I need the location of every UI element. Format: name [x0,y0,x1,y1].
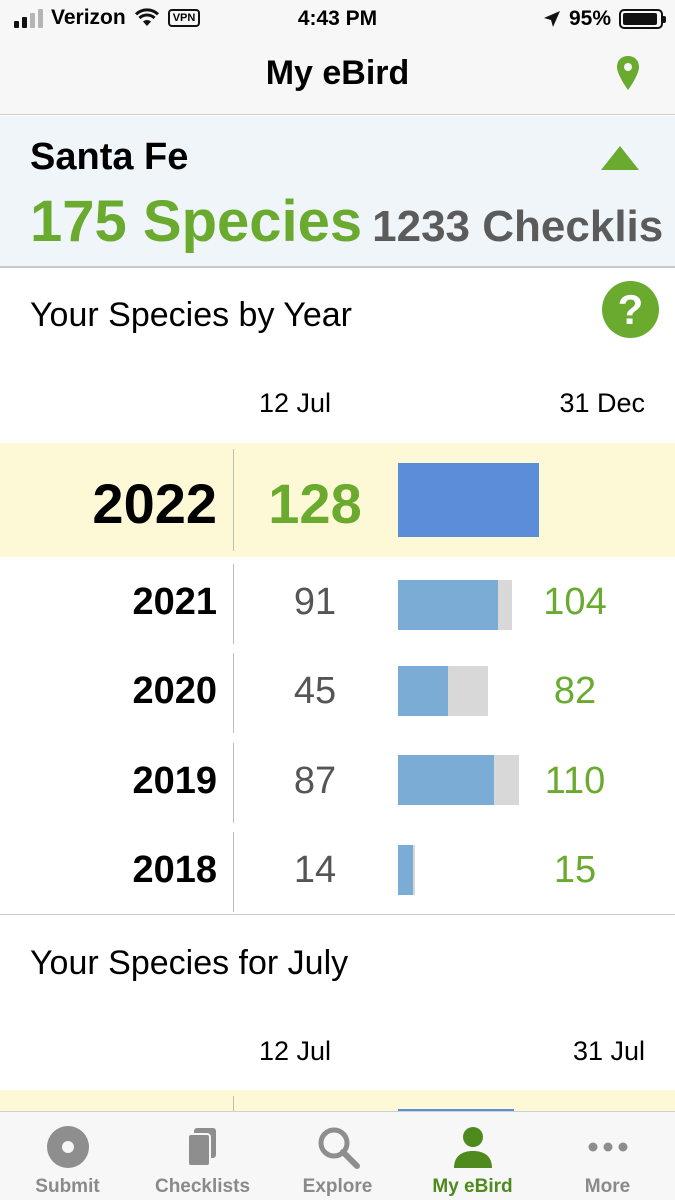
submit-icon [46,1126,89,1168]
wifi-icon [134,8,159,26]
location-name: Santa Fe [30,136,189,178]
checklist-count: 1233 Checklis [372,202,664,251]
checklists-icon [186,1128,216,1167]
column-header-date: 12 Jul [258,388,332,418]
signal-strength-icon [14,8,43,28]
help-button[interactable]: ? [602,281,659,338]
row-divider [233,449,234,551]
tab-label: Checklists [154,1176,251,1197]
status-right: 95% [543,7,666,31]
year-label: 2018 [132,849,217,891]
section-divider [0,914,675,915]
status-bar: Verizon VPN 4:43 PM 95% [0,0,675,40]
year-label: 2022 [92,472,217,535]
bar-to-date [398,580,498,630]
year-total: 110 [544,760,606,802]
location-header[interactable]: Santa Fe 175 Species 1233 Checklis [0,116,675,268]
year-label: 2020 [132,670,217,712]
row-divider [233,832,234,912]
year-total: 15 [553,849,597,891]
carrier-name: Verizon [51,6,126,29]
tab-bar: Submit Checklists Explore My eBird More [0,1111,675,1200]
row-divider [233,564,234,644]
year-total: 82 [553,670,597,712]
species-to-date: 45 [293,670,337,712]
year-row[interactable]: 2019 87 110 [0,741,675,825]
map-pin-icon[interactable] [613,54,643,94]
month-row-current[interactable] [0,1090,675,1113]
year-label: 2019 [132,760,217,802]
bar-to-date [398,463,539,537]
location-arrow-icon [543,11,560,27]
vpn-badge: VPN [167,9,201,27]
nav-bar: My eBird [0,40,675,115]
year-label: 2021 [132,581,217,623]
person-icon [453,1127,492,1168]
year-row[interactable]: 2022 128 [0,443,675,557]
collapse-arrow-icon[interactable] [601,146,639,170]
section-title-by-month: Your Species for July [30,944,349,982]
species-to-date: 91 [293,581,337,623]
species-to-date: 14 [293,849,337,891]
year-total: 104 [543,581,607,623]
species-to-date: 87 [293,760,337,802]
year-row[interactable]: 2020 45 82 [0,651,675,735]
tab-submit[interactable]: Submit [0,1112,135,1200]
status-left: Verizon VPN [14,6,201,30]
status-time: 4:43 PM [297,7,378,30]
tab-my-ebird[interactable]: My eBird [405,1112,540,1200]
tab-label: My eBird [432,1176,513,1197]
search-icon [318,1127,360,1169]
battery-percent: 95% [568,7,611,30]
row-divider [233,1096,234,1111]
tab-label: Submit [35,1176,100,1197]
tab-label: Explore [302,1176,373,1197]
column-header-end: 31 Dec [559,388,645,418]
bar-to-date [398,755,494,805]
tab-explore[interactable]: Explore [270,1112,405,1200]
more-dots-icon [588,1142,627,1152]
tab-checklists[interactable]: Checklists [135,1112,270,1200]
page-title: My eBird [265,54,410,92]
tab-label: More [584,1176,631,1197]
tab-more[interactable]: More [540,1112,675,1200]
row-divider [233,653,234,733]
year-row[interactable]: 2021 91 104 [0,562,675,646]
species-to-date: 128 [268,472,362,535]
battery-icon [619,9,666,29]
year-row[interactable]: 2018 14 15 [0,830,675,914]
bar-to-date [398,666,448,716]
row-divider [233,743,234,823]
location-stats: 175 Species 1233 Checklis [30,188,663,255]
bar-to-date [398,845,413,895]
section-title-by-year: Your Species by Year [30,296,352,334]
month-column-header-end: 31 Jul [572,1036,645,1066]
month-column-header-date: 12 Jul [258,1036,332,1066]
species-count: 175 Species [30,189,363,254]
